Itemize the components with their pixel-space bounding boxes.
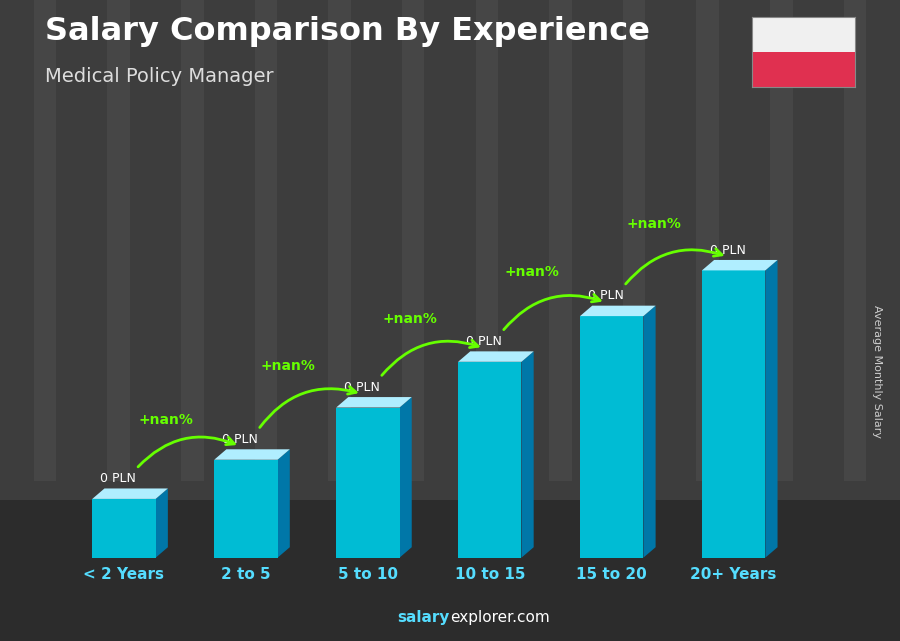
Bar: [580, 316, 644, 558]
Bar: [34, 0, 56, 481]
Text: +nan%: +nan%: [382, 312, 437, 326]
Bar: [844, 0, 866, 481]
Bar: [255, 0, 277, 481]
Polygon shape: [644, 306, 655, 558]
Polygon shape: [702, 260, 778, 271]
Text: Medical Policy Manager: Medical Policy Manager: [45, 67, 274, 87]
Bar: [107, 0, 130, 481]
Text: 0 PLN: 0 PLN: [100, 472, 136, 485]
Text: +nan%: +nan%: [504, 265, 559, 279]
Bar: [702, 271, 765, 558]
Polygon shape: [336, 397, 411, 408]
Bar: [770, 0, 793, 481]
Bar: [549, 0, 572, 481]
Polygon shape: [156, 488, 168, 558]
Bar: [336, 408, 400, 558]
Polygon shape: [765, 260, 778, 558]
Bar: [328, 0, 351, 481]
Bar: [458, 362, 521, 558]
Polygon shape: [458, 351, 534, 362]
Text: 0 PLN: 0 PLN: [588, 289, 624, 303]
Bar: [697, 0, 719, 481]
Text: Salary Comparison By Experience: Salary Comparison By Experience: [45, 16, 650, 47]
Bar: [181, 0, 203, 481]
Polygon shape: [277, 449, 290, 558]
Text: 0 PLN: 0 PLN: [465, 335, 501, 348]
Bar: [752, 17, 855, 52]
Text: 0 PLN: 0 PLN: [709, 244, 745, 256]
Bar: [475, 0, 498, 481]
Bar: [623, 0, 645, 481]
Text: +nan%: +nan%: [139, 413, 194, 427]
Text: salary: salary: [398, 610, 450, 625]
Text: 0 PLN: 0 PLN: [222, 433, 257, 446]
Polygon shape: [93, 488, 168, 499]
Text: +nan%: +nan%: [260, 359, 315, 373]
Bar: [0, 500, 900, 641]
Polygon shape: [400, 397, 411, 558]
Bar: [402, 0, 425, 481]
Polygon shape: [214, 449, 290, 460]
Polygon shape: [580, 306, 655, 316]
Text: +nan%: +nan%: [626, 217, 681, 231]
Text: Average Monthly Salary: Average Monthly Salary: [872, 305, 883, 438]
Bar: [93, 499, 156, 558]
Text: explorer.com: explorer.com: [450, 610, 550, 625]
Bar: [752, 52, 855, 87]
Text: 0 PLN: 0 PLN: [344, 381, 380, 394]
Bar: [214, 460, 277, 558]
Polygon shape: [521, 351, 534, 558]
